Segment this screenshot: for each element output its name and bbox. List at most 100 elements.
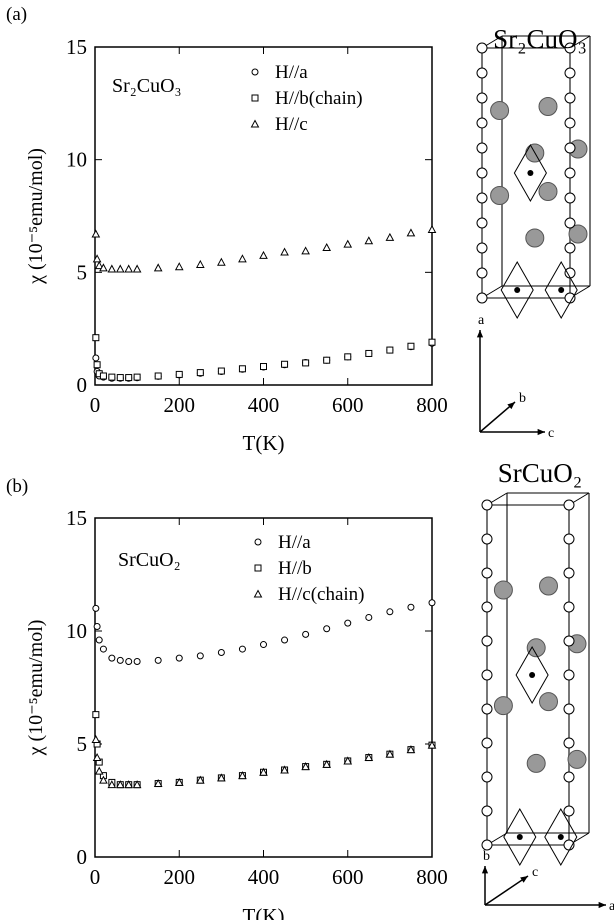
x-tick-label: 800 (416, 393, 448, 417)
o-atom (476, 267, 488, 279)
data-point (124, 780, 134, 789)
x-tick-label: 600 (332, 393, 364, 417)
o-atom (563, 635, 575, 647)
o-atom (564, 117, 576, 129)
data-point (386, 346, 394, 354)
data-point (154, 372, 162, 380)
data-point (92, 604, 100, 612)
data-point (238, 365, 246, 373)
cu-atom (529, 672, 536, 678)
data-point (108, 373, 116, 381)
compound-label: Sr₂CuO₃ (112, 75, 182, 97)
data-point (385, 749, 395, 758)
data-point (238, 254, 247, 263)
axis-letter: a (609, 899, 614, 914)
data-point (301, 246, 310, 255)
o-atom (564, 192, 576, 204)
y-tick-label: 15 (66, 506, 87, 530)
data-point (125, 374, 133, 382)
o-atom (481, 601, 493, 613)
sr-atom (490, 101, 510, 120)
data-point (428, 599, 436, 607)
sr-atom (539, 576, 558, 596)
data-point (132, 780, 142, 789)
data-point (260, 641, 267, 649)
cu-atom (558, 287, 565, 293)
y-tick-label: 0 (77, 373, 88, 397)
o-atom (476, 242, 488, 254)
data-point (94, 766, 104, 775)
o-atom (564, 167, 576, 179)
legend-marker (251, 68, 259, 76)
data-point (91, 734, 101, 743)
o-atom (481, 805, 493, 817)
data-point (95, 636, 103, 644)
cuo4-plaquette (544, 807, 578, 867)
legend-label: H//c (275, 114, 308, 135)
data-point (427, 224, 437, 234)
data-point (301, 762, 310, 771)
data-point (407, 342, 415, 350)
data-point (93, 361, 101, 369)
sr-atom (526, 753, 546, 773)
o-atom (476, 42, 488, 54)
axis-arrow (479, 401, 516, 433)
data-point (238, 645, 246, 653)
o-atom (563, 805, 575, 817)
data-point (153, 778, 163, 788)
data-point (175, 654, 183, 662)
data-point (238, 771, 247, 780)
legend-label: H//c(chain) (278, 584, 365, 605)
data-point (406, 745, 416, 754)
data-point (174, 262, 184, 271)
data-point (406, 228, 416, 237)
data-point (124, 264, 134, 273)
data-point (364, 753, 374, 762)
plot-frame (94, 46, 433, 386)
o-atom (563, 669, 575, 681)
y-tick-label: 10 (66, 619, 87, 643)
legend-marker (253, 589, 263, 598)
y-tick-label: 0 (77, 845, 88, 869)
data-point (343, 756, 353, 765)
y-axis-label: χ (10⁻⁵emu/mol) (25, 148, 47, 285)
cuo4-plaquette (503, 807, 537, 867)
data-point (344, 619, 352, 627)
data-point (99, 372, 107, 380)
data-point (302, 359, 310, 367)
data-point (323, 356, 331, 364)
data-point (281, 636, 289, 644)
data-point (196, 369, 204, 377)
y-axis-label: χ (10⁻⁵emu/mol) (25, 620, 47, 757)
x-tick-label: 200 (164, 865, 196, 889)
data-point (385, 232, 395, 241)
data-point (260, 363, 267, 371)
crystal-structure (476, 35, 591, 320)
sr-atom (538, 182, 558, 201)
cuo4-plaquette (515, 645, 549, 705)
data-point (107, 264, 117, 273)
y-tick-label: 5 (77, 732, 88, 756)
data-point (174, 777, 184, 786)
o-atom (476, 92, 488, 104)
data-point (116, 374, 124, 382)
panel-label: (a) (6, 4, 27, 25)
o-atom (476, 67, 488, 79)
data-point (365, 613, 373, 621)
data-point (107, 780, 117, 789)
data-point (115, 780, 125, 789)
data-point (133, 658, 141, 666)
axis-arrow (484, 875, 529, 906)
o-atom (481, 669, 493, 681)
crystal-structure (481, 492, 590, 867)
x-tick-label: 200 (164, 393, 196, 417)
data-point (217, 773, 226, 782)
data-point (99, 645, 107, 653)
data-point (217, 367, 225, 375)
o-atom (564, 67, 576, 79)
o-atom (476, 117, 488, 129)
data-point (116, 656, 124, 664)
data-point (428, 338, 436, 346)
panel-label: (b) (6, 476, 28, 497)
